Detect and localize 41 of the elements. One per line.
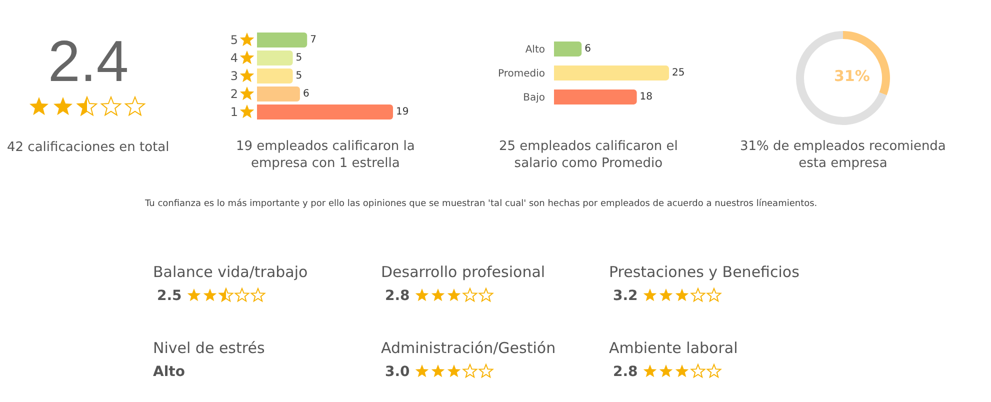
y-tick-label: 2 xyxy=(230,87,238,102)
bar xyxy=(257,50,293,66)
y-tick-label: 5 xyxy=(230,33,238,48)
y-tick-label: Bajo xyxy=(523,92,545,104)
y-tick-label: 4 xyxy=(230,51,238,66)
data-label: 18 xyxy=(640,92,653,102)
data-label: 31% xyxy=(834,67,870,85)
data-label: 2.5 xyxy=(157,288,182,304)
text: 42 calificaciones en total xyxy=(7,140,170,155)
text: 19 empleados calificaron la empresa con 1 estrella xyxy=(236,139,415,171)
data-label: 3.2 xyxy=(613,288,638,304)
category-label: Desarrollo profesional xyxy=(381,263,546,281)
data-label: 2.4 xyxy=(48,29,129,94)
category-label: Ambiente laboral xyxy=(609,339,738,357)
data-label: 19 xyxy=(396,106,409,118)
text: 31% de empleados recomienda esta empresa xyxy=(740,139,946,171)
y-tick-label: Promedio xyxy=(498,68,545,80)
category-label: Balance vida/trabajo xyxy=(153,263,308,281)
category-label: Prestaciones y Beneficios xyxy=(609,263,800,281)
y-tick-label: Alto xyxy=(525,44,545,56)
text: Tu confianza es lo más importante y por ello las opiniones que se muestran 'tal cual' son hechas por empleados de acuerdo a nuestros líneamientos. xyxy=(144,198,818,209)
text: 25 empleados calificaron el salario como Promedio xyxy=(499,139,678,171)
data-label: 6 xyxy=(584,44,591,54)
data-label: 2.8 xyxy=(385,288,410,304)
y-tick-label: 3 xyxy=(230,69,238,84)
data-label: 2.8 xyxy=(613,364,638,380)
category-label: Nivel de estrés xyxy=(153,339,265,357)
bar xyxy=(257,104,393,120)
y-tick-label: 1 xyxy=(230,105,238,120)
data-label: 6 xyxy=(302,88,310,100)
data-label: Alto xyxy=(153,364,186,380)
data-label: 25 xyxy=(672,68,685,78)
bar xyxy=(257,68,293,84)
data-label: 5 xyxy=(296,70,302,82)
bar xyxy=(257,86,300,102)
data-label: 3.0 xyxy=(385,364,410,380)
bar xyxy=(257,32,308,48)
category-label: Administración/Gestión xyxy=(381,339,556,357)
donut-slice xyxy=(796,31,887,125)
data-label: 7 xyxy=(310,34,316,46)
data-label: 5 xyxy=(296,52,302,64)
